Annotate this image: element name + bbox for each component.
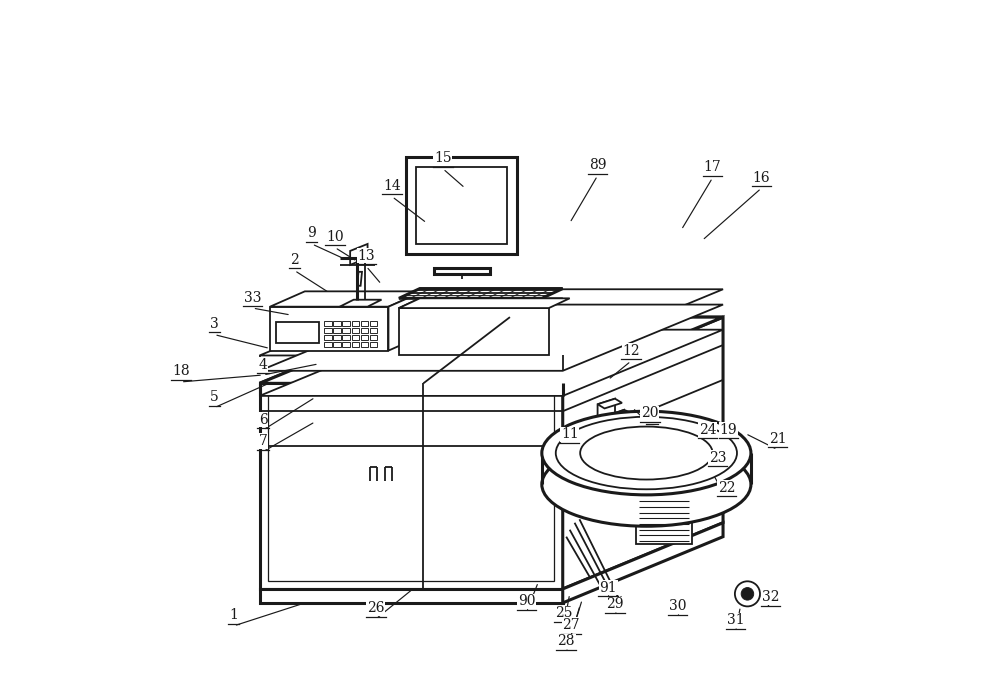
Bar xyxy=(361,342,368,347)
Polygon shape xyxy=(399,298,563,308)
Text: 8: 8 xyxy=(648,409,656,423)
Polygon shape xyxy=(260,305,723,371)
Polygon shape xyxy=(357,272,362,286)
Text: 18: 18 xyxy=(172,365,190,378)
Bar xyxy=(370,321,377,326)
Text: 32: 32 xyxy=(762,590,779,604)
Bar xyxy=(276,322,319,343)
Polygon shape xyxy=(260,330,723,396)
Text: 2: 2 xyxy=(290,253,299,267)
Ellipse shape xyxy=(542,443,751,526)
Polygon shape xyxy=(624,413,634,450)
Text: 22: 22 xyxy=(718,481,735,495)
Circle shape xyxy=(735,581,760,606)
Polygon shape xyxy=(260,317,723,383)
Bar xyxy=(333,321,341,326)
Polygon shape xyxy=(598,399,622,408)
Text: 3: 3 xyxy=(210,317,219,331)
Polygon shape xyxy=(610,410,634,419)
Text: 91: 91 xyxy=(599,581,617,595)
Bar xyxy=(352,328,359,333)
Polygon shape xyxy=(260,589,563,603)
Circle shape xyxy=(741,588,754,600)
Bar xyxy=(342,321,350,326)
Bar xyxy=(352,335,359,340)
Text: 27: 27 xyxy=(562,618,580,632)
Bar xyxy=(324,342,332,347)
Polygon shape xyxy=(340,300,382,307)
Polygon shape xyxy=(399,298,570,308)
Bar xyxy=(324,335,332,340)
Text: 25: 25 xyxy=(555,606,573,620)
Text: 20: 20 xyxy=(641,406,659,420)
Text: 90: 90 xyxy=(518,595,535,608)
Polygon shape xyxy=(270,307,388,351)
Bar xyxy=(636,498,692,544)
Text: 19: 19 xyxy=(720,423,737,437)
Ellipse shape xyxy=(580,427,713,480)
Polygon shape xyxy=(260,289,723,355)
Text: 26: 26 xyxy=(367,602,385,615)
Bar xyxy=(333,342,341,347)
Bar xyxy=(370,342,377,347)
Text: 24: 24 xyxy=(699,423,717,437)
Bar xyxy=(352,342,359,347)
Text: 4: 4 xyxy=(259,358,267,372)
Text: 23: 23 xyxy=(709,451,726,465)
Polygon shape xyxy=(350,244,368,265)
Polygon shape xyxy=(434,268,490,274)
Polygon shape xyxy=(598,399,615,418)
Bar xyxy=(370,335,377,340)
Text: 1: 1 xyxy=(229,608,238,622)
Text: 14: 14 xyxy=(383,179,401,193)
Text: 16: 16 xyxy=(753,171,770,185)
Text: 28: 28 xyxy=(557,634,575,648)
Text: 7: 7 xyxy=(259,434,267,448)
Text: 89: 89 xyxy=(589,158,606,172)
Bar xyxy=(342,328,350,333)
Ellipse shape xyxy=(556,417,737,489)
Text: 29: 29 xyxy=(606,597,624,611)
Bar xyxy=(361,328,368,333)
Text: 11: 11 xyxy=(561,427,579,441)
Polygon shape xyxy=(610,413,624,446)
Bar xyxy=(324,321,332,326)
Text: 21: 21 xyxy=(769,432,786,446)
Text: 13: 13 xyxy=(357,249,375,263)
Text: 17: 17 xyxy=(704,160,721,174)
Text: 31: 31 xyxy=(727,613,744,627)
Polygon shape xyxy=(270,291,423,307)
Polygon shape xyxy=(563,523,723,603)
Bar xyxy=(333,335,341,340)
Bar xyxy=(352,321,359,326)
Text: 10: 10 xyxy=(326,230,344,244)
Bar xyxy=(361,335,368,340)
Text: 15: 15 xyxy=(434,151,452,165)
Bar xyxy=(361,321,368,326)
Bar xyxy=(342,335,350,340)
Text: 5: 5 xyxy=(210,390,219,404)
Bar xyxy=(333,328,341,333)
Polygon shape xyxy=(399,289,563,298)
Text: 30: 30 xyxy=(669,599,686,613)
Text: 33: 33 xyxy=(244,291,261,305)
Polygon shape xyxy=(610,410,624,467)
Polygon shape xyxy=(399,308,549,355)
Bar xyxy=(370,328,377,333)
Polygon shape xyxy=(610,413,634,422)
Bar xyxy=(268,392,554,581)
Bar xyxy=(324,328,332,333)
Text: 12: 12 xyxy=(622,344,640,358)
Polygon shape xyxy=(388,291,423,351)
Polygon shape xyxy=(416,167,507,244)
Bar xyxy=(342,342,350,347)
Bar xyxy=(608,429,671,519)
Ellipse shape xyxy=(542,411,751,495)
Polygon shape xyxy=(260,317,723,383)
Bar xyxy=(260,383,563,589)
Polygon shape xyxy=(406,157,517,254)
Text: 6: 6 xyxy=(259,413,267,427)
Polygon shape xyxy=(563,317,723,589)
Text: 9: 9 xyxy=(307,227,316,240)
